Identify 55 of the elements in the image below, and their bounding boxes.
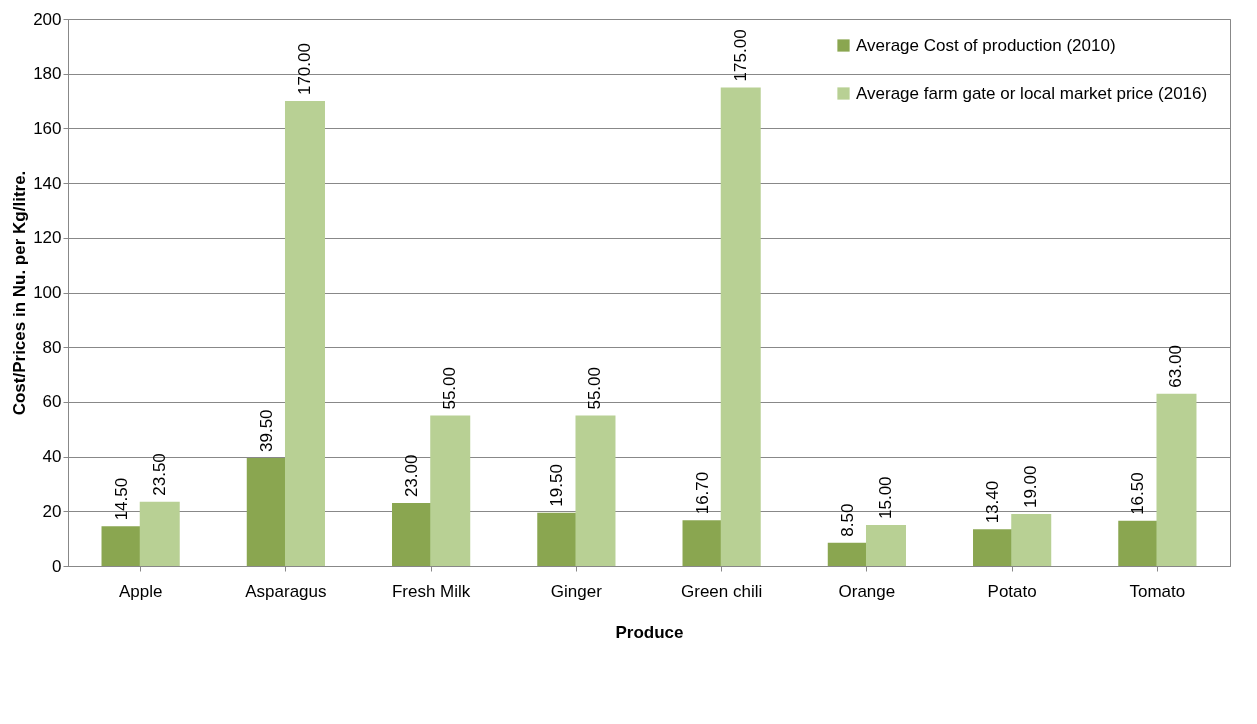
data-label: 55.00 <box>585 367 605 410</box>
bar <box>392 503 433 566</box>
y-tick-label: 60 <box>42 392 62 412</box>
x-tick-label: Potato <box>987 581 1037 601</box>
bar <box>1156 393 1197 566</box>
y-tick-label: 140 <box>33 173 62 193</box>
data-label: 16.70 <box>692 471 712 515</box>
data-label: 170.00 <box>294 43 314 96</box>
x-tick-label: Green chili <box>680 581 763 601</box>
y-tick-label: 100 <box>33 283 62 302</box>
data-label: 63.00 <box>1166 345 1186 388</box>
bar <box>682 520 723 566</box>
x-tick-label: Asparagus <box>245 581 327 601</box>
y-tick-label: 0 <box>52 556 62 576</box>
bar <box>720 87 761 566</box>
x-tick-label: Ginger <box>550 581 603 601</box>
data-label: 14.50 <box>111 477 131 521</box>
data-label: 175.00 <box>730 29 750 82</box>
data-label: 8.50 <box>837 503 857 537</box>
legend-label: Average Cost of production (2010) <box>856 35 1116 55</box>
data-label: 13.40 <box>983 480 1003 524</box>
y-tick-label: 20 <box>42 501 62 521</box>
bar <box>284 101 325 566</box>
x-tick-label: Apple <box>118 581 163 601</box>
bar <box>827 542 868 566</box>
bar <box>537 512 578 566</box>
bar <box>430 415 471 566</box>
bar <box>1011 514 1052 566</box>
data-label: 15.00 <box>875 476 895 519</box>
data-label: 55.00 <box>440 367 460 410</box>
bar <box>1118 520 1159 566</box>
bar <box>865 524 906 566</box>
y-axis-title: Cost/Prices in Nu. per Kg/litre. <box>10 170 30 416</box>
y-tick-label: 160 <box>33 118 62 138</box>
data-label: 19.00 <box>1021 465 1041 509</box>
data-label: 19.50 <box>547 464 567 507</box>
data-label: 23.00 <box>402 454 422 498</box>
legend-label: Average farm gate or local market price (2016) <box>856 83 1208 103</box>
bar <box>246 457 287 566</box>
x-tick-label: Tomato <box>1129 581 1186 601</box>
bar <box>139 501 180 566</box>
x-tick-label: Fresh Milk <box>391 581 471 601</box>
y-tick-label: 40 <box>42 447 62 467</box>
data-label: 16.50 <box>1128 472 1148 515</box>
y-tick-label: 180 <box>33 64 62 84</box>
data-label: 23.50 <box>149 453 169 496</box>
bar <box>973 529 1014 566</box>
y-tick-label: 80 <box>42 337 62 357</box>
bar <box>575 415 616 566</box>
x-tick-label: Orange <box>838 581 896 601</box>
data-label: 39.50 <box>256 409 276 452</box>
x-axis-title: Produce <box>615 622 684 642</box>
y-tick-label: 200 <box>33 9 62 29</box>
y-tick-label: 120 <box>33 228 62 248</box>
bar <box>101 526 142 566</box>
